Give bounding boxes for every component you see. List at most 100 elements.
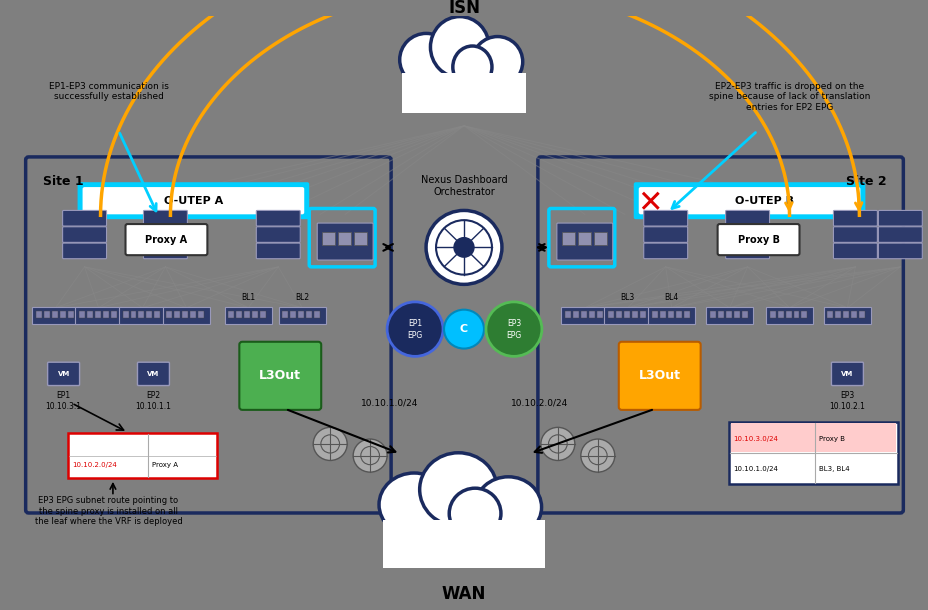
Text: L3Out: L3Out: [638, 369, 680, 382]
FancyBboxPatch shape: [832, 210, 876, 226]
Bar: [166, 310, 173, 318]
FancyBboxPatch shape: [256, 227, 300, 242]
FancyBboxPatch shape: [643, 210, 687, 226]
Bar: [138, 310, 145, 318]
FancyBboxPatch shape: [256, 210, 300, 226]
FancyBboxPatch shape: [725, 243, 768, 259]
Bar: [631, 310, 637, 318]
Ellipse shape: [471, 37, 522, 87]
Bar: [827, 310, 832, 318]
FancyBboxPatch shape: [561, 307, 608, 324]
FancyBboxPatch shape: [766, 307, 812, 324]
Bar: [639, 310, 645, 318]
Bar: [44, 310, 49, 318]
Bar: [843, 310, 848, 318]
FancyBboxPatch shape: [716, 224, 799, 255]
FancyBboxPatch shape: [725, 227, 768, 242]
FancyBboxPatch shape: [643, 227, 687, 242]
Text: Site 1: Site 1: [43, 176, 84, 188]
Bar: [777, 310, 782, 318]
Text: BL4: BL4: [664, 293, 678, 302]
Text: EP3: EP3: [507, 319, 521, 328]
Bar: [182, 310, 188, 318]
Bar: [768, 310, 775, 318]
FancyBboxPatch shape: [143, 243, 187, 259]
Bar: [741, 310, 747, 318]
Text: Proxy A: Proxy A: [152, 462, 178, 468]
FancyBboxPatch shape: [831, 362, 862, 386]
Ellipse shape: [406, 53, 521, 108]
Text: EP3 EPG subnet route pointing to
the spine proxy is installed on all
the leaf wh: EP3 EPG subnet route pointing to the spi…: [34, 497, 182, 526]
Bar: [561, 232, 574, 245]
FancyBboxPatch shape: [556, 223, 612, 260]
Ellipse shape: [419, 453, 496, 526]
Text: EP1: EP1: [407, 319, 421, 328]
Bar: [675, 310, 681, 318]
FancyBboxPatch shape: [316, 223, 373, 260]
FancyBboxPatch shape: [823, 307, 870, 324]
FancyBboxPatch shape: [83, 187, 303, 214]
Bar: [607, 310, 613, 318]
Bar: [593, 232, 606, 245]
FancyBboxPatch shape: [618, 342, 700, 410]
Ellipse shape: [452, 46, 492, 88]
Text: C: C: [459, 324, 468, 334]
Text: 10.10.2.0/24: 10.10.2.0/24: [72, 462, 117, 468]
Ellipse shape: [430, 16, 489, 77]
Ellipse shape: [379, 473, 449, 536]
Circle shape: [540, 428, 574, 461]
FancyBboxPatch shape: [603, 307, 651, 324]
FancyBboxPatch shape: [633, 182, 865, 219]
FancyBboxPatch shape: [62, 243, 107, 259]
Text: WAN: WAN: [442, 585, 485, 603]
FancyBboxPatch shape: [239, 342, 321, 410]
FancyBboxPatch shape: [47, 362, 80, 386]
Bar: [282, 310, 288, 318]
Text: VM: VM: [58, 371, 70, 377]
Bar: [244, 310, 250, 318]
FancyBboxPatch shape: [78, 182, 309, 219]
FancyBboxPatch shape: [832, 227, 876, 242]
FancyBboxPatch shape: [725, 210, 768, 226]
Bar: [35, 310, 42, 318]
Text: Proxy A: Proxy A: [145, 235, 187, 245]
Circle shape: [454, 238, 473, 257]
Bar: [322, 232, 335, 245]
Bar: [130, 310, 136, 318]
Circle shape: [444, 310, 483, 348]
Bar: [290, 310, 296, 318]
FancyBboxPatch shape: [832, 243, 876, 259]
Bar: [298, 310, 303, 318]
FancyBboxPatch shape: [62, 227, 107, 242]
FancyBboxPatch shape: [705, 307, 753, 324]
Text: EP2-EP3 traffic is dropped on the
spine because of lack of translation
entries f: EP2-EP3 traffic is dropped on the spine …: [708, 82, 870, 112]
FancyBboxPatch shape: [256, 243, 300, 259]
FancyBboxPatch shape: [32, 307, 79, 324]
Bar: [102, 310, 109, 318]
FancyBboxPatch shape: [648, 307, 694, 324]
Bar: [793, 310, 799, 318]
FancyBboxPatch shape: [878, 243, 922, 259]
Bar: [709, 310, 715, 318]
Text: EP1
10.10.3.1: EP1 10.10.3.1: [45, 392, 82, 411]
Text: BL3: BL3: [620, 293, 634, 302]
FancyBboxPatch shape: [119, 307, 166, 324]
FancyBboxPatch shape: [137, 362, 169, 386]
Text: BL1: BL1: [241, 293, 255, 302]
Bar: [122, 310, 128, 318]
Text: VM: VM: [841, 371, 853, 377]
Bar: [683, 310, 689, 318]
Text: 10.10.1.0/24: 10.10.1.0/24: [733, 466, 778, 472]
Bar: [52, 310, 58, 318]
Ellipse shape: [399, 34, 452, 86]
Text: Proxy B: Proxy B: [737, 235, 779, 245]
Text: Proxy B: Proxy B: [818, 436, 844, 442]
Bar: [615, 310, 621, 318]
Text: EP2
10.10.1.1: EP2 10.10.1.1: [135, 392, 172, 411]
Bar: [174, 310, 180, 318]
Bar: [95, 310, 100, 318]
FancyBboxPatch shape: [638, 187, 859, 214]
FancyBboxPatch shape: [878, 210, 922, 226]
FancyBboxPatch shape: [75, 307, 122, 324]
FancyBboxPatch shape: [68, 433, 217, 478]
